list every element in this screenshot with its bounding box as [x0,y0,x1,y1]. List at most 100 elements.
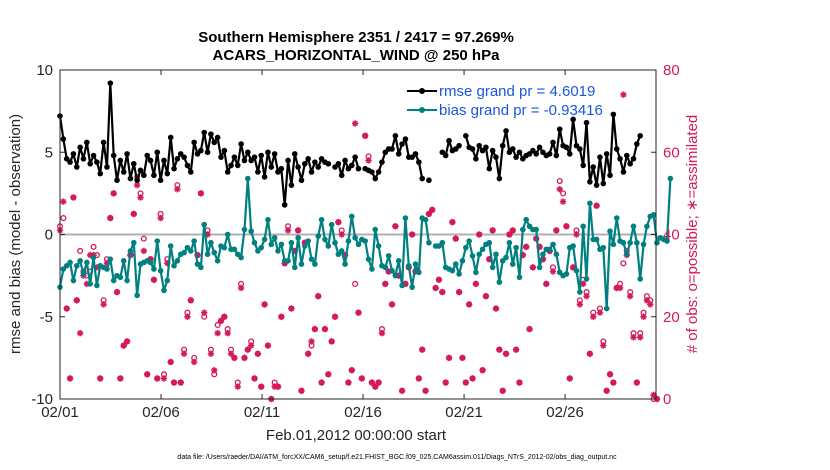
rmse-point [536,144,543,151]
obs-assimilated-point [100,301,107,308]
rmse-point [104,164,110,170]
rmse-point [268,164,275,170]
bias-point [204,251,211,258]
y-tick-label-right: 80 [663,62,680,79]
obs-assimilated-point [130,210,137,218]
bias-point [174,258,181,264]
rmse-point [90,152,97,159]
obs-assimilated-point [472,280,480,288]
obs-assimilated-point [154,375,161,382]
bias-point [342,261,348,267]
bias-point [375,243,382,249]
obs-assimilated-point [476,231,483,238]
bias-point [577,289,583,295]
obs-assimilated-point [294,227,302,234]
obs-assimilated-point [439,288,446,296]
bias-point [426,239,432,246]
rmse-point [335,160,342,167]
bias-point [452,261,459,267]
obs-assimilated-point [331,313,339,320]
bias-point [318,216,325,223]
obs-assimilated-point [231,354,238,362]
rmse-point [265,149,271,156]
rmse-point [141,172,147,179]
bias-point [385,253,392,259]
bias-point [513,244,519,251]
rmse-point [187,169,194,175]
obs-assimilated-point [254,350,262,357]
rmse-point [623,152,630,159]
rmse-point [610,111,617,118]
obs-possible-point [620,260,627,267]
bias-point [214,258,221,264]
rmse-point [509,146,516,152]
rmse-point [171,165,177,172]
obs-assimilated-point [442,379,449,386]
rmse-point [483,144,489,151]
obs-assimilated-point [214,330,221,337]
rmse-point [499,142,506,149]
rmse-point [184,162,191,169]
bias-point [409,284,415,290]
bias-point [161,287,167,294]
rmse-point [516,149,523,156]
bias-point [80,271,87,277]
bias-point [466,238,472,244]
obs-assimilated-point [573,231,580,238]
obs-assimilated-point [633,379,641,386]
bias-point [389,267,395,274]
bias-point [603,305,610,312]
obs-assimilated-point [221,313,228,320]
rmse-point [593,182,600,188]
obs-assimilated-point [516,379,523,386]
rmse-point [174,156,181,162]
rmse-point [312,159,318,165]
legend: rmse grand pr = 4.6019 bias grand pr = -… [407,83,603,119]
obs-assimilated-point [529,264,537,271]
obs-assimilated-point [150,276,158,283]
rmse-point [379,159,385,165]
x-tick-label: 02/06 [142,404,180,421]
obs-assimilated-point [338,231,345,238]
rmse-point [107,80,114,86]
obs-possible-point [77,247,84,255]
obs-assimilated-point [274,383,282,390]
x-tick-label: 02/01 [41,404,79,421]
obs-possible-point [90,243,97,250]
bias-point [644,223,650,230]
obs-assimilated-point [365,157,372,164]
obs-possible-point [214,321,221,329]
rmse-point [372,175,379,182]
obs-assimilated-point [157,214,164,222]
rmse-point [228,162,234,169]
rmse-point [570,116,576,123]
bias-point [469,253,476,259]
bias-point [298,261,305,267]
obs-assimilated-point [643,297,651,304]
rmse-point [238,141,244,147]
obs-assimilated-point [455,288,463,296]
rmse-point [375,169,382,175]
bias-point [70,277,77,284]
obs-assimilated-point [392,223,399,230]
obs-assimilated-point [321,325,329,333]
obs-assimilated-point [603,387,610,394]
rmse-point [503,128,509,134]
bias-point [402,215,409,221]
bias-point [120,258,127,264]
rmse-point [392,133,399,139]
chart-title-line1: Southern Hemisphere 2351 / 2417 = 97.269… [198,29,514,46]
bias-point [593,236,600,243]
obs-assimilated-point [345,379,352,386]
rmse-point [67,159,73,165]
obs-assimilated-point [190,358,198,366]
obs-assimilated-point [479,367,486,374]
bias-point [208,239,214,246]
bias-point [258,244,265,251]
rmse-point [221,147,228,154]
x-axis-label: Feb.01,2012 00:00:00 start [266,427,447,444]
rmse-point [348,162,355,169]
bias-point [241,226,248,233]
obs-assimilated-point [143,371,151,378]
